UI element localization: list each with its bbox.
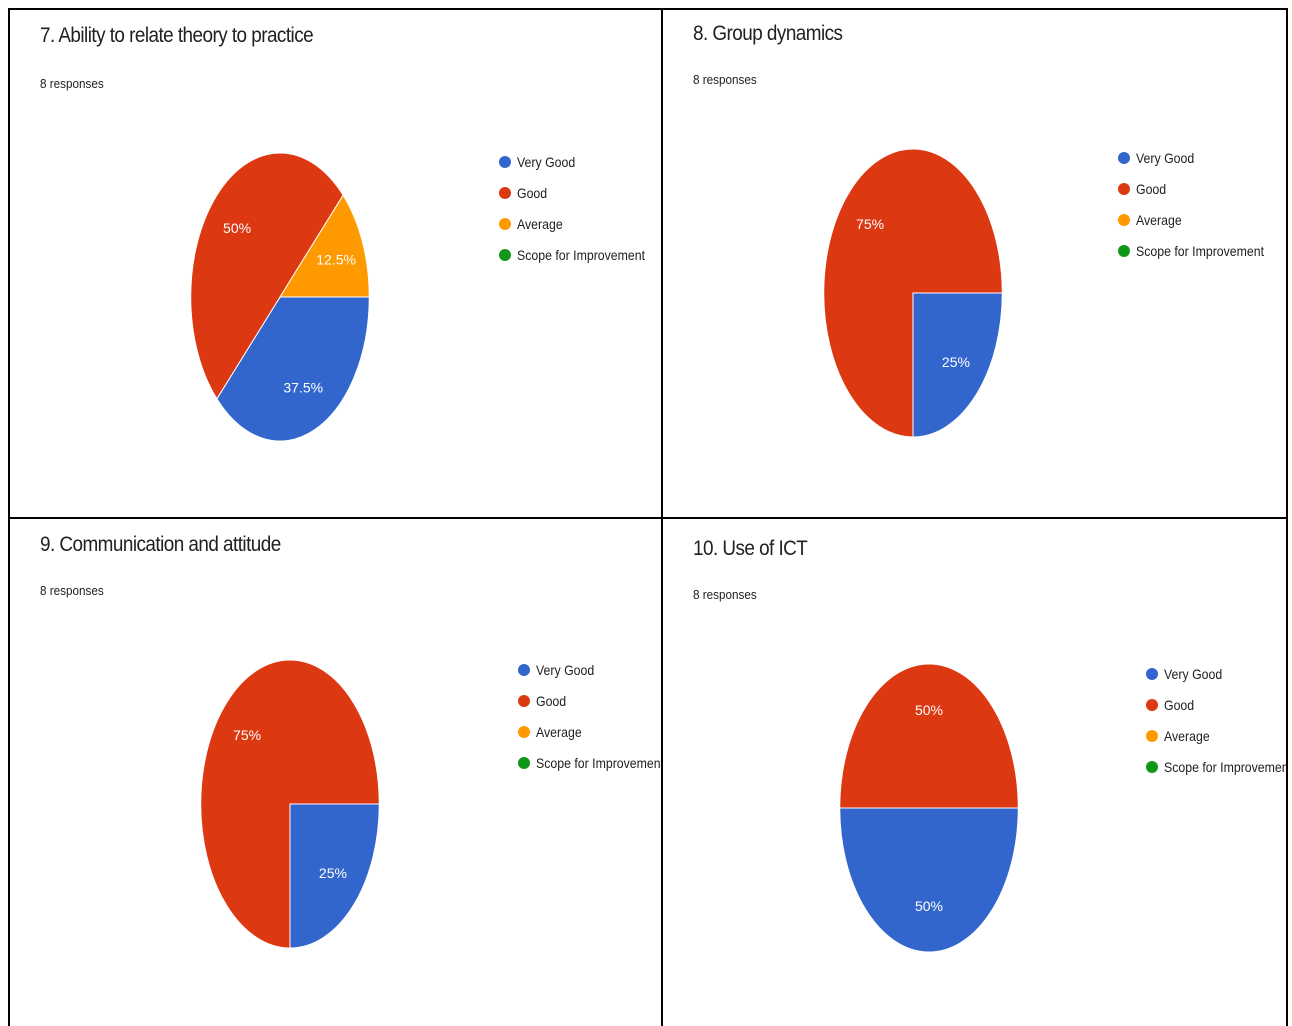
chart-panel-9: 9. Communication and attitude 8 response… [10, 519, 661, 1026]
legend-label: Average [517, 215, 563, 232]
chart-legend: Very Good Good Average Scope for Improvemen… [1146, 658, 1286, 782]
legend-swatch [1146, 698, 1158, 711]
chart-legend: Very Good Good Average Scope for Improvemen… [1118, 142, 1282, 266]
chart-panel-7: 7. Ability to relate theory to practice … [10, 10, 661, 517]
chart-legend: Very Good Good Average Scope for Improvemen… [518, 654, 661, 778]
pie-slice-good[interactable] [190, 152, 344, 400]
pie-slice-average[interactable] [279, 194, 370, 298]
chart-title: 8. Group dynamics [693, 22, 843, 45]
legend-item-scope-for-improvement[interactable]: Scope for Improvement [1118, 235, 1282, 266]
legend-label: Average [1136, 211, 1182, 228]
chart-title: 7. Ability to relate theory to practice [40, 24, 314, 47]
pie-slice-very-good[interactable] [216, 296, 370, 442]
legend-label: Good [517, 184, 548, 201]
legend-label: Scope for Improvement [1136, 242, 1265, 259]
legend-item-average[interactable]: Average [1146, 720, 1286, 751]
chart-title: 9. Communication and attitude [40, 533, 281, 556]
slice-label-good: 75% [233, 727, 261, 743]
legend-item-average[interactable]: Average [1118, 204, 1282, 235]
legend-item-scope-for-improvement[interactable]: Scope for Improvement [518, 747, 661, 778]
slice-label-average: 12.5% [316, 252, 356, 268]
legend-label: Scope for Improvement [517, 246, 646, 263]
legend-swatch [518, 756, 530, 769]
pie-chart-10: 50% 50% [839, 663, 1019, 953]
legend-item-scope-for-improvement[interactable]: Scope for Improvement [499, 239, 661, 270]
legend-item-very-good[interactable]: Very Good [1146, 658, 1286, 689]
legend-swatch [1146, 760, 1158, 773]
legend-item-average[interactable]: Average [518, 716, 661, 747]
pie-slice-good[interactable] [839, 663, 1019, 809]
pie-slice-good[interactable] [823, 148, 1003, 438]
chart-panel-10: 10. Use of ICT 8 responses 50% 50% Very G… [663, 519, 1286, 1026]
legend-swatch [1118, 182, 1130, 195]
legend-item-very-good[interactable]: Very Good [518, 654, 661, 685]
legend-item-good[interactable]: Good [518, 685, 661, 716]
response-count: 8 responses [693, 587, 757, 602]
legend-swatch [518, 725, 530, 738]
legend-item-average[interactable]: Average [499, 208, 661, 239]
legend-label: Good [1164, 696, 1195, 713]
slice-label-good: 50% [915, 702, 943, 718]
pie-chart-7: 37.5% 50% 12.5% [190, 152, 370, 442]
legend-label: Average [536, 723, 582, 740]
chart-panel-8: 8. Group dynamics 8 responses 25% 75% Ver… [663, 10, 1286, 517]
pie-slice-very-good[interactable] [289, 803, 380, 949]
legend-swatch [1118, 151, 1130, 164]
legend-swatch [518, 694, 530, 707]
legend-label: Very Good [536, 661, 595, 678]
legend-label: Scope for Improvement [1164, 758, 1286, 775]
legend-label: Scope for Improvement [536, 754, 661, 771]
legend-label: Very Good [1164, 665, 1223, 682]
legend-item-very-good[interactable]: Very Good [1118, 142, 1282, 173]
response-count: 8 responses [693, 72, 757, 87]
response-count: 8 responses [40, 583, 104, 598]
pie-slice-good[interactable] [200, 659, 380, 949]
slice-label-very-good: 37.5% [283, 379, 323, 395]
pie-slice-very-good[interactable] [839, 807, 1019, 953]
legend-swatch [499, 217, 511, 230]
legend-swatch [518, 663, 530, 676]
chart-legend: Very Good Good Average Scope for Improvemen… [499, 146, 661, 270]
legend-swatch [1146, 729, 1158, 742]
slice-label-good: 75% [856, 216, 884, 232]
legend-label: Very Good [1136, 149, 1195, 166]
legend-label: Very Good [517, 153, 576, 170]
legend-item-scope-for-improvement[interactable]: Scope for Improvement [1146, 751, 1286, 782]
legend-item-very-good[interactable]: Very Good [499, 146, 661, 177]
legend-item-good[interactable]: Good [1118, 173, 1282, 204]
legend-label: Average [1164, 727, 1210, 744]
horizontal-divider [8, 517, 1288, 519]
response-count: 8 responses [40, 76, 104, 91]
slice-label-very-good: 25% [942, 354, 970, 370]
chart-title: 10. Use of ICT [693, 537, 808, 560]
legend-swatch [499, 155, 511, 168]
legend-swatch [1118, 213, 1130, 226]
legend-swatch [1146, 667, 1158, 680]
slice-label-very-good: 50% [915, 898, 943, 914]
legend-label: Good [1136, 180, 1167, 197]
legend-swatch [499, 186, 511, 199]
legend-swatch [499, 248, 511, 261]
legend-swatch [1118, 244, 1130, 257]
pie-chart-8: 25% 75% [823, 148, 1003, 438]
legend-item-good[interactable]: Good [1146, 689, 1286, 720]
pie-slice-very-good[interactable] [912, 292, 1003, 438]
legend-label: Good [536, 692, 567, 709]
legend-item-good[interactable]: Good [499, 177, 661, 208]
slice-label-good: 50% [223, 220, 251, 236]
pie-chart-9: 25% 75% [200, 659, 380, 949]
slice-label-very-good: 25% [319, 865, 347, 881]
